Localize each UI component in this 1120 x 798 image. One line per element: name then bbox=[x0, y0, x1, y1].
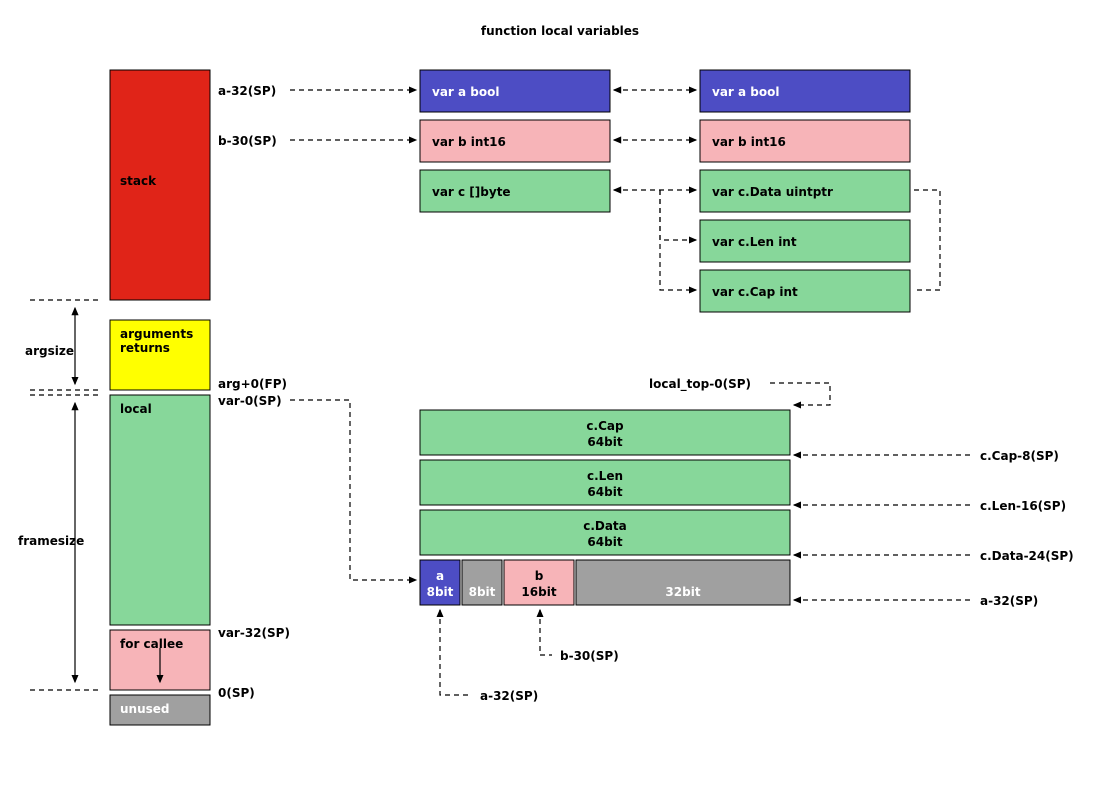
stack-offset-label: b-30(SP) bbox=[218, 134, 277, 148]
mem-bits-sub: 32bit bbox=[665, 585, 700, 599]
diagram-title: function local variables bbox=[481, 24, 639, 38]
mem-bits-label: a bbox=[436, 569, 444, 583]
stack-callee-label: for callee bbox=[120, 637, 183, 651]
local-top-label: local_top-0(SP) bbox=[649, 377, 751, 392]
mem-offset-label: c.Data-24(SP) bbox=[980, 549, 1074, 563]
mem-row-sub: 64bit bbox=[587, 435, 622, 449]
mem-offset-label: c.Len-16(SP) bbox=[980, 499, 1066, 513]
var-right-label: var c.Len int bbox=[712, 235, 797, 249]
stack-stack-label: stack bbox=[120, 174, 157, 188]
stack-offset-label: a-32(SP) bbox=[218, 84, 276, 98]
label-framesize: framesize bbox=[18, 534, 84, 548]
mem-row-sub: 64bit bbox=[587, 485, 622, 499]
stack-offset-label: var-32(SP) bbox=[218, 626, 290, 640]
stack-local bbox=[110, 395, 210, 625]
mem-offset-label: a-32(SP) bbox=[980, 594, 1038, 608]
stack-local-label: local bbox=[120, 402, 152, 416]
mem-row-sub: 64bit bbox=[587, 535, 622, 549]
mem-bits-sub: 8bit bbox=[427, 585, 454, 599]
var-right-label: var a bool bbox=[712, 85, 779, 99]
stack-args-label: returns bbox=[120, 341, 170, 355]
var-left-label: var c []byte bbox=[432, 185, 511, 199]
stack-unused-label: unused bbox=[120, 702, 170, 716]
var-left-label: var a bool bbox=[432, 85, 499, 99]
mem-row-label: c.Len bbox=[587, 469, 623, 483]
stack-offset-label: 0(SP) bbox=[218, 686, 255, 700]
var-right-label: var c.Cap int bbox=[712, 285, 798, 299]
mem-bottom-label: a-32(SP) bbox=[480, 689, 538, 703]
var-left-label: var b int16 bbox=[432, 135, 506, 149]
mem-bottom-label: b-30(SP) bbox=[560, 649, 619, 663]
mem-bits-label: b bbox=[535, 569, 544, 583]
var-right-label: var c.Data uintptr bbox=[712, 185, 833, 199]
var-right-label: var b int16 bbox=[712, 135, 786, 149]
stack-offset-label: arg+0(FP) bbox=[218, 377, 287, 391]
stack-args-label: arguments bbox=[120, 327, 193, 341]
mem-bits-sub: 8bit bbox=[469, 585, 496, 599]
mem-row-label: c.Data bbox=[583, 519, 627, 533]
stack-offset-label: var-0(SP) bbox=[218, 394, 282, 408]
mem-row-label: c.Cap bbox=[586, 419, 624, 433]
label-argsize: argsize bbox=[25, 344, 74, 358]
mem-offset-label: c.Cap-8(SP) bbox=[980, 449, 1059, 463]
stack-frame-diagram: function local variables stack argumentsre… bbox=[0, 0, 1120, 798]
mem-bits-sub: 16bit bbox=[521, 585, 556, 599]
